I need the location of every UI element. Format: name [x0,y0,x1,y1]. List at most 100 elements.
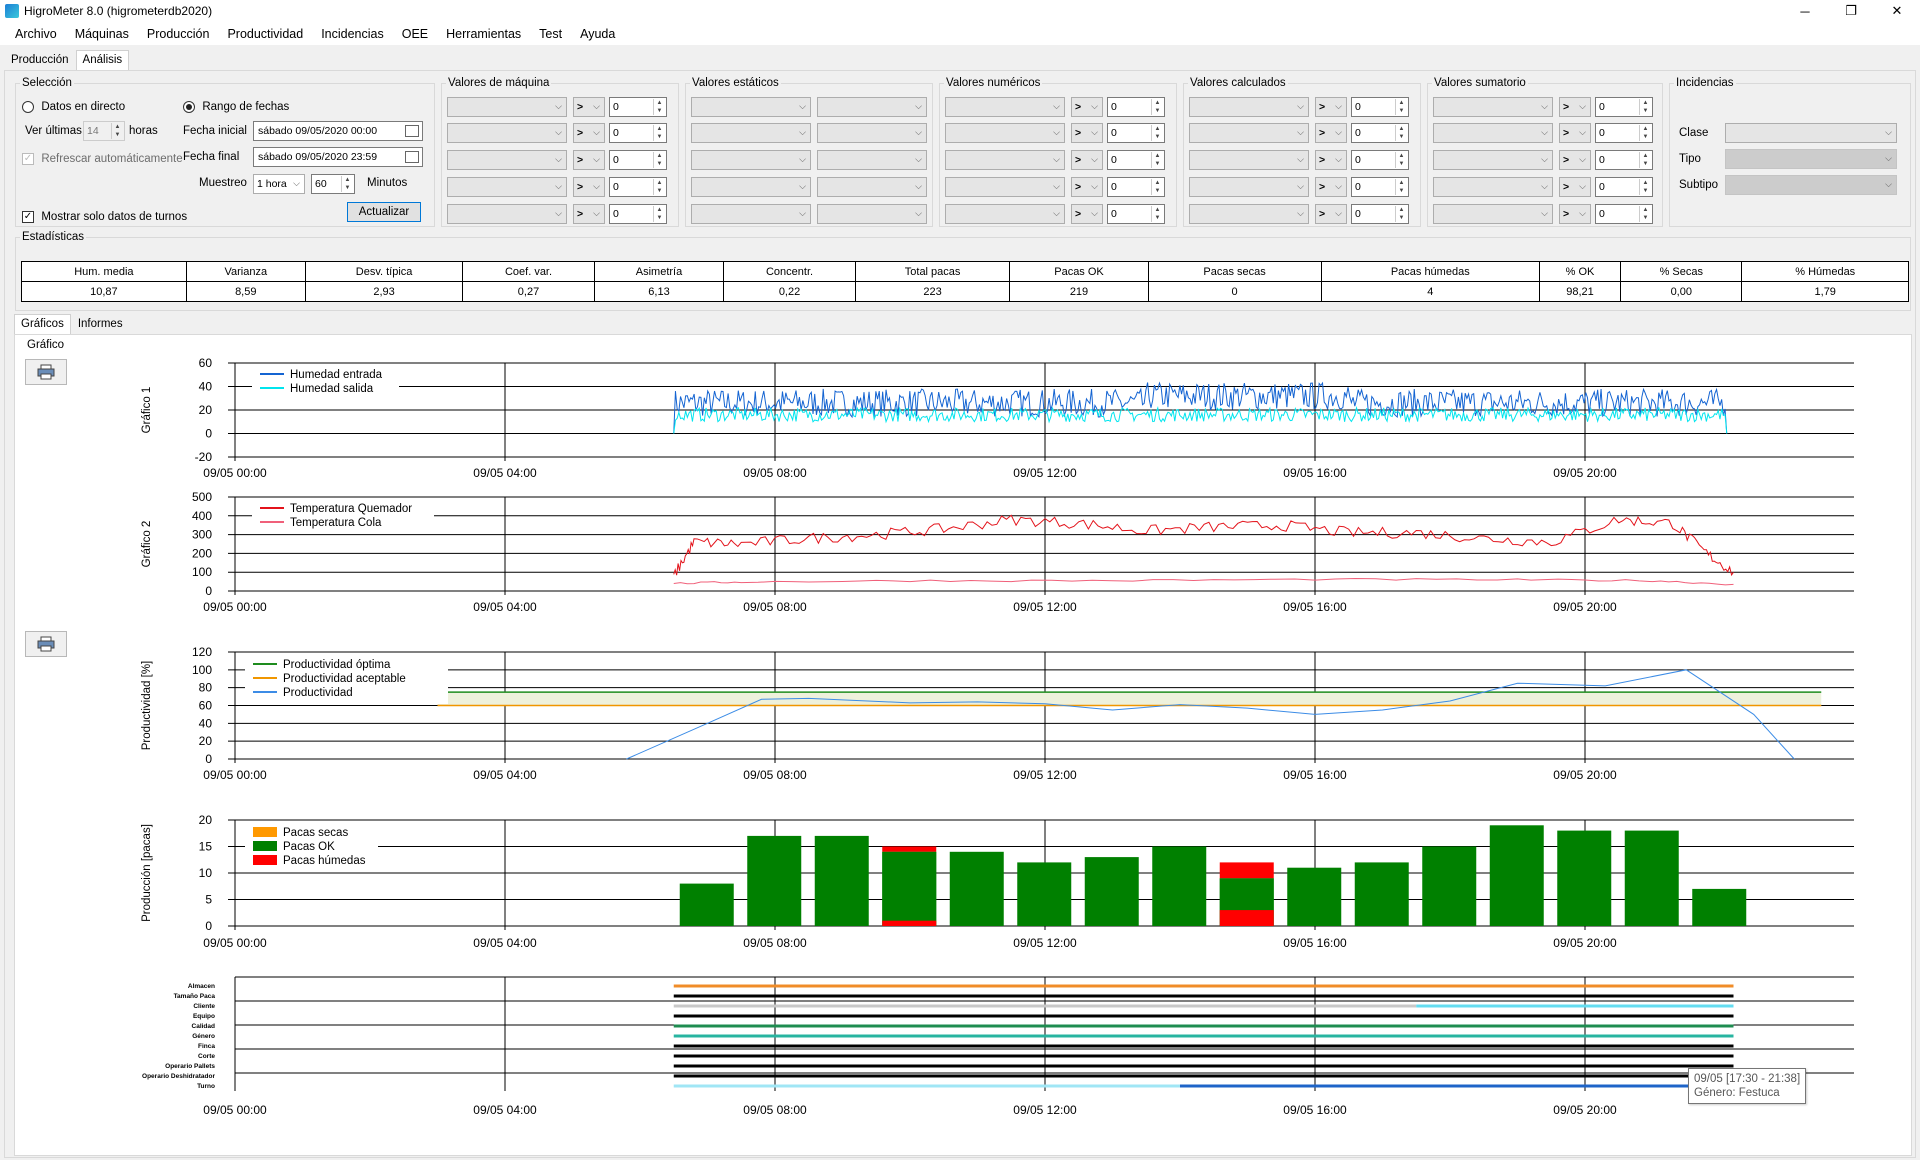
menu-herramientas[interactable]: Herramientas [446,26,522,41]
filter-field-select[interactable]: ⌵ [1189,123,1309,143]
menu-incidencias[interactable]: Incidencias [321,26,384,41]
turnos-checkbox[interactable]: ✓ [22,210,34,223]
close-button[interactable]: ✕ [1891,3,1903,18]
spin-arrows-icon[interactable]: ▲ ▼ [1395,152,1407,168]
spin-arrows-icon[interactable]: ▲ ▼ [111,123,123,139]
filter-field-select[interactable]: ⌵ [1433,97,1553,117]
filter-operator-select[interactable]: > ⌵ [1559,177,1591,197]
filter-operator-select[interactable]: > ⌵ [1071,177,1103,197]
spin-arrows-icon[interactable]: ▲ ▼ [341,176,353,192]
print-button-1[interactable] [25,359,67,385]
menu-produccion[interactable]: Producción [146,26,210,41]
filter-operator-select[interactable]: > ⌵ [1071,97,1103,117]
menu-archivo[interactable]: Archivo [15,26,57,41]
spin-arrows-icon[interactable]: ▲ ▼ [653,206,665,222]
filter-operator-select[interactable]: > ⌵ [1071,204,1103,224]
filter-operator-select[interactable]: > ⌵ [1559,204,1591,224]
filter-value-input[interactable]: 0 ▲ ▼ [609,97,667,117]
spin-arrows-icon[interactable]: ▲ ▼ [1639,179,1651,195]
filter-operator-select[interactable]: > ⌵ [1315,123,1347,143]
refrescar-option[interactable]: ✓ Refrescar automáticamente [22,151,183,165]
spin-arrows-icon[interactable]: ▲ ▼ [653,99,665,115]
filter-static-value-select[interactable]: ⌵ [817,123,927,143]
filter-field-select[interactable]: ⌵ [945,97,1065,117]
filter-value-input[interactable]: 0 ▲ ▼ [1351,177,1409,197]
filter-value-input[interactable]: 0 ▲ ▼ [609,123,667,143]
menu-maquinas[interactable]: Máquinas [74,26,129,41]
maximize-button[interactable]: ❐ [1845,3,1857,18]
filter-value-input[interactable]: 0 ▲ ▼ [1351,123,1409,143]
filter-value-input[interactable]: 0 ▲ ▼ [1107,204,1165,224]
spin-arrows-icon[interactable]: ▲ ▼ [653,179,665,195]
filter-operator-select[interactable]: > ⌵ [1315,177,1347,197]
filter-field-select[interactable]: ⌵ [447,150,567,170]
filter-operator-select[interactable]: > ⌵ [1559,123,1591,143]
filter-field-select[interactable]: ⌵ [447,97,567,117]
filter-value-input[interactable]: 0 ▲ ▼ [1351,204,1409,224]
filter-field-select[interactable]: ⌵ [1189,150,1309,170]
filter-operator-select[interactable]: > ⌵ [1071,123,1103,143]
fecha-inicial-picker[interactable]: sábado 09/05/2020 00:00 [253,121,423,141]
spin-arrows-icon[interactable]: ▲ ▼ [1639,99,1651,115]
filter-operator-select[interactable]: > ⌵ [573,123,605,143]
filter-field-select[interactable]: ⌵ [1189,204,1309,224]
filter-field-select[interactable]: ⌵ [1433,204,1553,224]
filter-operator-select[interactable]: > ⌵ [1315,97,1347,117]
filter-value-input[interactable]: 0 ▲ ▼ [609,150,667,170]
tab-informes[interactable]: Informes [77,318,123,330]
filter-field-select[interactable]: ⌵ [1189,177,1309,197]
filter-value-input[interactable]: 0 ▲ ▼ [1107,97,1165,117]
filter-operator-select[interactable]: > ⌵ [573,97,605,117]
clase-select[interactable]: ⌵ [1725,123,1897,143]
menu-oee[interactable]: OEE [401,26,429,41]
calendar-icon[interactable] [405,125,419,137]
tab-graficos[interactable]: Gráficos [14,314,71,334]
filter-value-input[interactable]: 0 ▲ ▼ [1107,177,1165,197]
filter-value-input[interactable]: 0 ▲ ▼ [1595,204,1653,224]
filter-field-select[interactable]: ⌵ [945,150,1065,170]
tab-analisis[interactable]: Análisis [75,50,130,70]
filter-field-select[interactable]: ⌵ [691,204,811,224]
filter-operator-select[interactable]: > ⌵ [573,204,605,224]
filter-value-input[interactable]: 0 ▲ ▼ [1595,150,1653,170]
spin-arrows-icon[interactable]: ▲ ▼ [1151,99,1163,115]
filter-field-select[interactable]: ⌵ [1433,123,1553,143]
filter-value-input[interactable]: 0 ▲ ▼ [1107,123,1165,143]
filter-operator-select[interactable]: > ⌵ [573,177,605,197]
filter-field-select[interactable]: ⌵ [691,150,811,170]
filter-field-select[interactable]: ⌵ [945,123,1065,143]
filter-operator-select[interactable]: > ⌵ [573,150,605,170]
actualizar-button[interactable]: Actualizar [347,202,421,222]
print-button-2[interactable] [25,631,67,657]
tab-produccion[interactable]: Producción [11,54,69,66]
filter-value-input[interactable]: 0 ▲ ▼ [1351,150,1409,170]
filter-static-value-select[interactable]: ⌵ [817,150,927,170]
spin-arrows-icon[interactable]: ▲ ▼ [1151,152,1163,168]
spin-arrows-icon[interactable]: ▲ ▼ [653,125,665,141]
filter-field-select[interactable]: ⌵ [945,204,1065,224]
spin-arrows-icon[interactable]: ▲ ▼ [1639,152,1651,168]
filter-value-input[interactable]: 0 ▲ ▼ [1351,97,1409,117]
turnos-option[interactable]: ✓ Mostrar solo datos de turnos [22,209,187,223]
filter-field-select[interactable]: ⌵ [447,204,567,224]
muestreo-select[interactable]: 1 hora ⌵ [253,174,305,194]
filter-operator-select[interactable]: > ⌵ [1559,97,1591,117]
range-option[interactable]: Rango de fechas [183,99,289,113]
filter-operator-select[interactable]: > ⌵ [1315,204,1347,224]
filter-field-select[interactable]: ⌵ [1433,177,1553,197]
spin-arrows-icon[interactable]: ▲ ▼ [1639,206,1651,222]
filter-operator-select[interactable]: > ⌵ [1071,150,1103,170]
filter-field-select[interactable]: ⌵ [447,123,567,143]
filter-field-select[interactable]: ⌵ [691,97,811,117]
ver-ultimas-input[interactable]: 14 ▲ ▼ [83,121,125,141]
filter-value-input[interactable]: 0 ▲ ▼ [1595,97,1653,117]
filter-field-select[interactable]: ⌵ [1189,97,1309,117]
filter-field-select[interactable]: ⌵ [945,177,1065,197]
spin-arrows-icon[interactable]: ▲ ▼ [653,152,665,168]
live-option[interactable]: Datos en directo [22,99,125,113]
live-radio[interactable] [22,100,34,113]
menu-test[interactable]: Test [539,26,563,41]
minimize-button[interactable]: ─ [1800,3,1810,19]
subtipo-select[interactable]: ⌵ [1725,175,1897,195]
filter-field-select[interactable]: ⌵ [691,123,811,143]
